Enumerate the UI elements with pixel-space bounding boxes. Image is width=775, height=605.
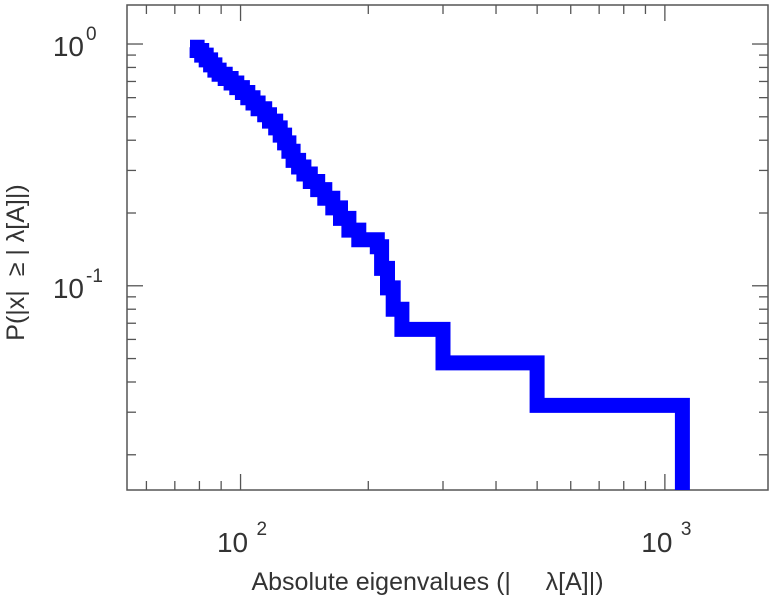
plot-frame [126, 4, 769, 491]
major-ticks [127, 5, 768, 490]
y-axis-label: P(|x| ≥ | λ[A]|) [2, 184, 30, 340]
y-tick-exponent: -1 [86, 266, 103, 287]
series-line [189, 39, 690, 490]
y-tick-label: 10 [53, 273, 84, 304]
x-tick-label: 10 [217, 527, 248, 558]
x-tick-exponent: 3 [681, 519, 692, 540]
y-tick-exponent: 0 [86, 24, 97, 45]
y-tick-label: 10 [53, 31, 84, 62]
x-axis-label: Absolute eigenvalues (| λ[A]|) [251, 568, 603, 596]
tick-labels: 10 2 10 310 010 -1 [53, 24, 692, 558]
x-tick-exponent: 2 [257, 519, 268, 540]
minor-ticks [127, 5, 768, 490]
x-tick-label: 10 [641, 527, 672, 558]
